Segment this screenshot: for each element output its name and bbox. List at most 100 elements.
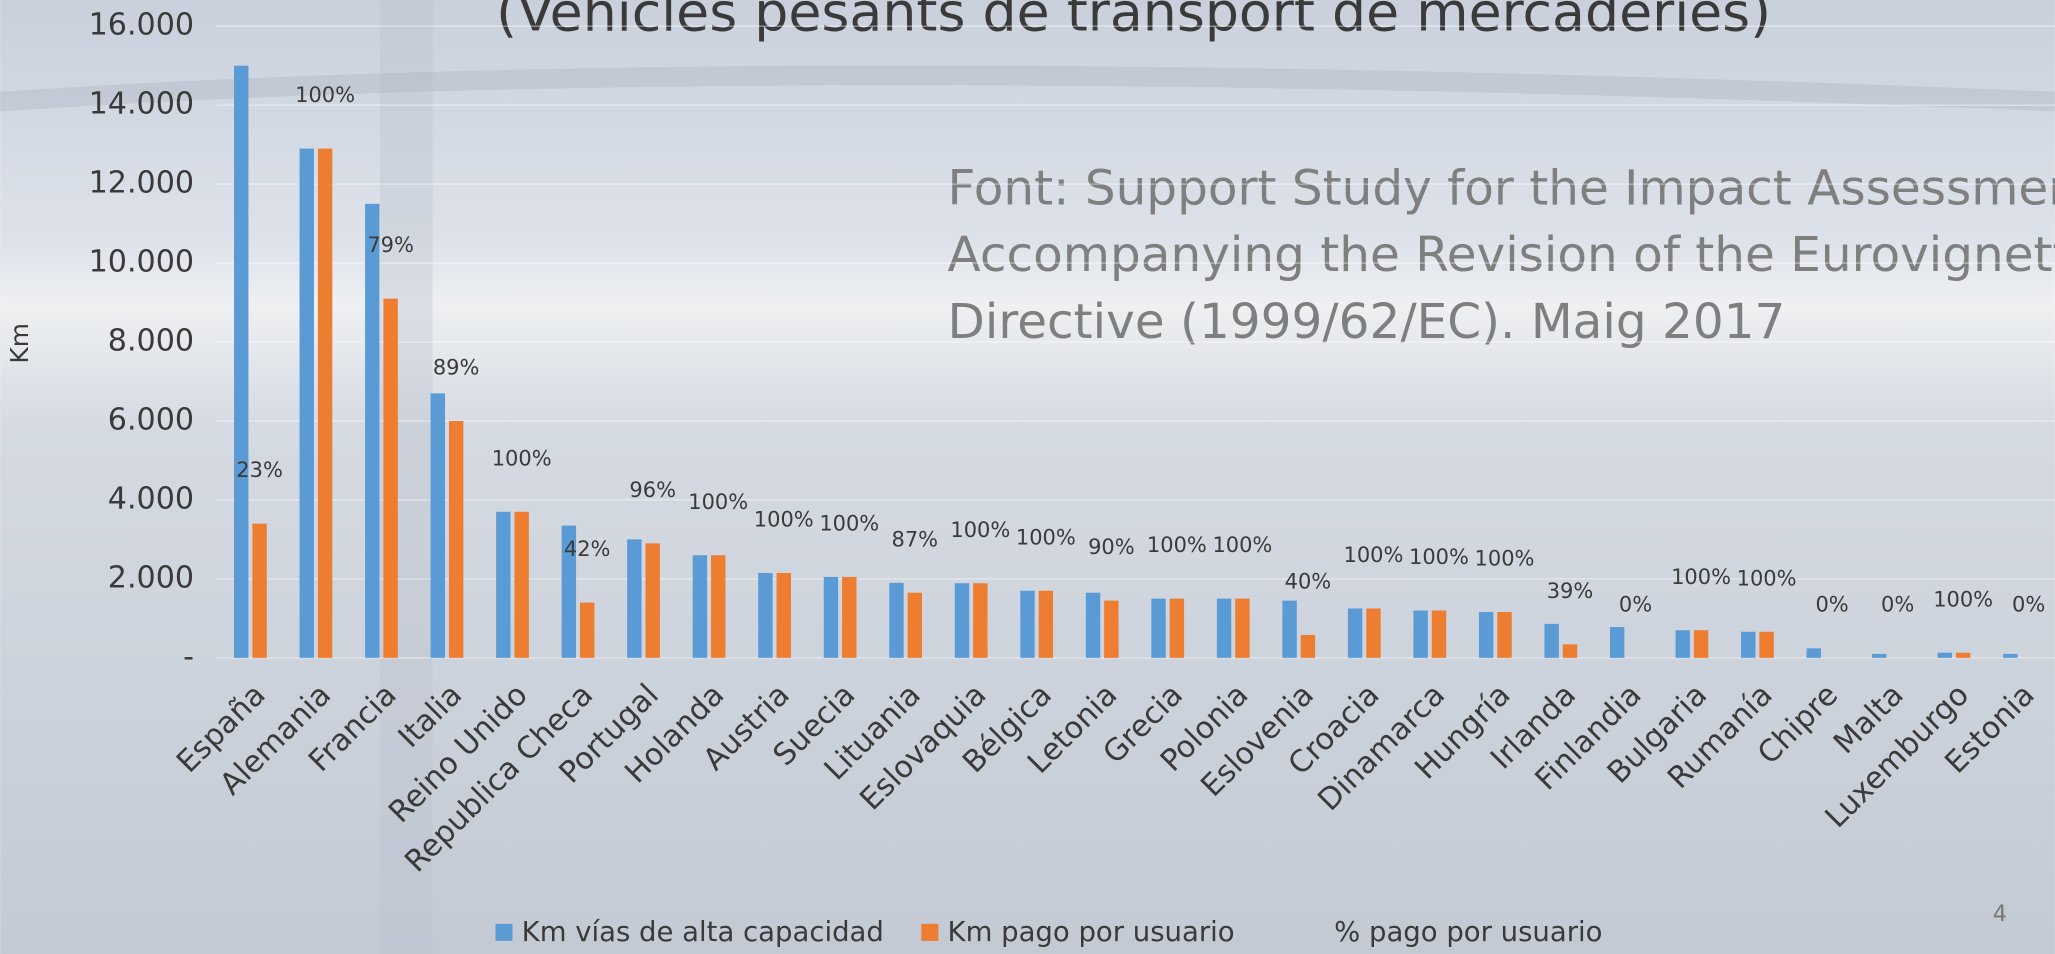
bar bbox=[383, 299, 397, 658]
bar bbox=[1235, 599, 1249, 658]
bar bbox=[1610, 627, 1624, 658]
data-label: 100% bbox=[1147, 533, 1207, 557]
bar bbox=[1348, 608, 1362, 657]
bar bbox=[2003, 654, 2017, 658]
chart-title: (Vehicles pesants de transport de mercad… bbox=[496, 0, 1771, 43]
bar bbox=[646, 543, 660, 657]
data-label: 100% bbox=[1933, 587, 1993, 611]
bar bbox=[234, 66, 248, 658]
data-label: 0% bbox=[1619, 592, 1652, 616]
bar bbox=[1282, 601, 1296, 658]
legend-label: % pago por usuario bbox=[1334, 916, 1602, 948]
bar bbox=[1807, 648, 1821, 657]
data-label: 0% bbox=[1815, 592, 1848, 616]
y-tick-label: 12.000 bbox=[89, 166, 194, 201]
legend-swatch bbox=[921, 924, 938, 941]
bar bbox=[758, 573, 772, 658]
data-label: 100% bbox=[1409, 545, 1469, 569]
bar bbox=[1217, 599, 1231, 658]
bar bbox=[973, 583, 987, 658]
bar bbox=[1039, 591, 1053, 658]
bar bbox=[1759, 632, 1773, 658]
bar bbox=[908, 593, 922, 658]
legend-swatch bbox=[495, 924, 512, 941]
data-label: 0% bbox=[2012, 592, 2045, 616]
bar bbox=[693, 555, 707, 658]
bar bbox=[1676, 630, 1690, 658]
data-label: 79% bbox=[367, 233, 414, 257]
data-label: 89% bbox=[433, 356, 480, 380]
data-label: 39% bbox=[1547, 579, 1594, 603]
bar bbox=[1544, 624, 1558, 658]
data-label: 87% bbox=[892, 527, 939, 551]
annotation-line: Accompanying the Revision of the Eurovig… bbox=[948, 227, 2055, 283]
data-label: 100% bbox=[1671, 565, 1731, 589]
legend-label: Km vías de alta capacidad bbox=[522, 916, 884, 948]
bar bbox=[1479, 612, 1493, 658]
bar bbox=[1151, 599, 1165, 658]
bar bbox=[1020, 591, 1034, 658]
bar bbox=[955, 583, 969, 658]
bar bbox=[1497, 612, 1511, 658]
y-tick-label: 14.000 bbox=[89, 87, 194, 122]
bar bbox=[252, 524, 266, 658]
page-number: 4 bbox=[1993, 901, 2007, 927]
data-label: 100% bbox=[295, 83, 355, 107]
data-label: 100% bbox=[1475, 547, 1535, 571]
bar bbox=[711, 555, 725, 658]
data-label: 0% bbox=[1881, 592, 1914, 616]
y-tick-label: 2.000 bbox=[108, 560, 194, 595]
bar bbox=[889, 583, 903, 658]
bar bbox=[300, 149, 314, 658]
data-label: 100% bbox=[1016, 525, 1076, 549]
chart: (Vehicles pesants de transport de mercad… bbox=[0, 0, 2055, 954]
bar bbox=[1301, 635, 1315, 658]
bar bbox=[1741, 632, 1755, 658]
bar bbox=[580, 603, 594, 658]
bar bbox=[496, 512, 510, 658]
bar bbox=[365, 204, 379, 658]
bar bbox=[842, 577, 856, 658]
bar bbox=[1432, 610, 1446, 657]
bar bbox=[1563, 644, 1577, 657]
bar bbox=[1366, 608, 1380, 657]
y-tick-label: 6.000 bbox=[108, 402, 194, 437]
bar bbox=[1086, 593, 1100, 658]
bar bbox=[431, 393, 445, 657]
data-label: 100% bbox=[1212, 533, 1272, 557]
bar bbox=[1956, 653, 1970, 658]
legend-label: Km pago por usuario bbox=[948, 916, 1235, 948]
bar bbox=[318, 149, 332, 658]
y-axis-label: Km bbox=[5, 323, 34, 364]
bar bbox=[1872, 654, 1886, 658]
bar bbox=[1938, 653, 1952, 658]
bar bbox=[1413, 610, 1427, 657]
data-label: 100% bbox=[688, 490, 748, 514]
bar bbox=[824, 577, 838, 658]
data-label: 23% bbox=[236, 458, 283, 482]
data-label: 100% bbox=[1344, 543, 1404, 567]
bar bbox=[1694, 630, 1708, 658]
bar bbox=[514, 512, 528, 658]
data-label: 40% bbox=[1285, 570, 1332, 594]
data-label: 96% bbox=[629, 478, 676, 502]
annotation-line: Font: Support Study for the Impact Asses… bbox=[948, 160, 2055, 216]
bar bbox=[449, 421, 463, 658]
data-label: 100% bbox=[1737, 566, 1797, 590]
page: {"chart_data": {"type": "bar", "title": … bbox=[0, 0, 2055, 954]
y-tick-label: 16.000 bbox=[89, 8, 194, 43]
data-label: 100% bbox=[754, 508, 814, 532]
data-label: 100% bbox=[492, 446, 552, 470]
y-tick-label: 10.000 bbox=[89, 245, 194, 280]
bar bbox=[627, 539, 641, 657]
data-label: 100% bbox=[819, 511, 879, 535]
data-label: 90% bbox=[1088, 535, 1135, 559]
bar bbox=[1104, 601, 1118, 658]
data-label: 100% bbox=[950, 518, 1010, 542]
data-label: 42% bbox=[564, 537, 611, 561]
y-tick-label: - bbox=[183, 639, 194, 674]
y-tick-label: 4.000 bbox=[108, 481, 194, 516]
bar bbox=[777, 573, 791, 658]
bar bbox=[1170, 599, 1184, 658]
y-tick-label: 8.000 bbox=[108, 324, 194, 359]
